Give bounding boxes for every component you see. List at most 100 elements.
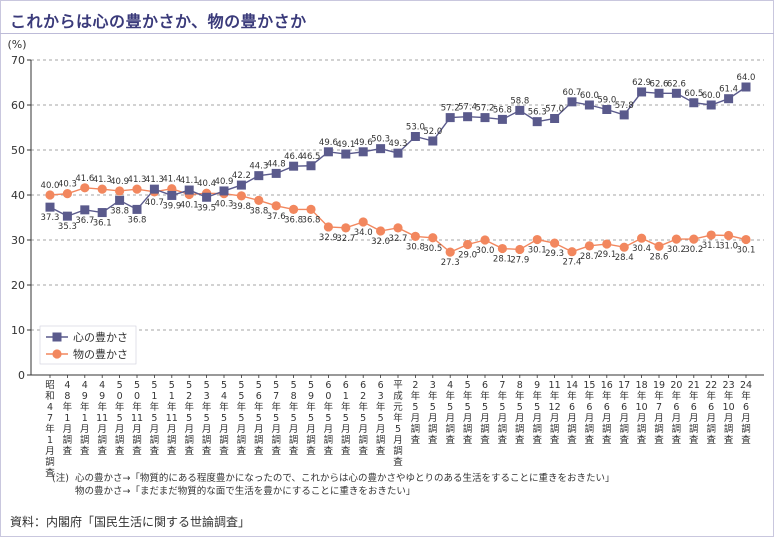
x-tick-label: 5 1 年 5 月調査: [150, 380, 160, 457]
point-material: [584, 241, 595, 251]
x-tick-label: 5 0 年 11 月調査: [131, 380, 143, 457]
data-label-material: 40.1: [180, 201, 199, 211]
point-material: [532, 234, 542, 245]
data-label-heart: 42.2: [232, 171, 251, 181]
legend-marker-material: [52, 349, 62, 359]
chart-title: これからは心の豊かさか、物の豊かさか: [10, 12, 307, 31]
data-label-material: 41.3: [93, 175, 112, 185]
data-label-material: 40.0: [41, 181, 60, 191]
point-heart: [289, 161, 299, 171]
point-heart: [376, 144, 386, 154]
data-label-material: 31.1: [702, 241, 721, 251]
data-label-material: 32.7: [389, 234, 408, 244]
data-label-material: 40.3: [58, 180, 77, 190]
point-material: [706, 230, 716, 240]
data-label-heart: 40.9: [215, 177, 234, 187]
data-label-heart: 38.8: [110, 206, 129, 216]
point-material: [62, 189, 72, 199]
data-label-material: 40.3: [215, 200, 234, 210]
data-label-material: 40.4: [197, 179, 216, 189]
y-tick-label-70: 70: [11, 54, 25, 67]
legend-marker-heart: [52, 332, 62, 342]
point-heart: [741, 82, 751, 92]
point-heart: [724, 94, 734, 104]
data-label-heart: 39.5: [197, 203, 216, 213]
point-heart: [637, 87, 647, 97]
point-material: [463, 239, 473, 250]
point-material: [132, 184, 142, 194]
x-tick-label: 昭和 4 7 年 1 月調査: [45, 380, 55, 479]
data-label-material: 30.0: [476, 246, 495, 256]
x-tick-label: 5 5 年 5 月調査: [237, 380, 247, 457]
data-label-material: 28.7: [580, 252, 599, 262]
point-heart: [445, 113, 455, 123]
point-material: [654, 241, 664, 251]
data-label-material: 39.8: [232, 202, 251, 212]
x-tick-label: 3 年 5 月調査: [428, 380, 438, 446]
data-label-material: 40.7: [145, 198, 164, 208]
data-label-material: 37.6: [267, 212, 286, 222]
data-label-heart: 60.5: [684, 89, 703, 99]
point-heart: [323, 147, 333, 157]
x-tick-label: 5 3 年 5 月調査: [202, 380, 212, 457]
x-tick-label: 6 2 年 5 月調査: [358, 380, 368, 457]
y-tick-label-60: 60: [11, 99, 25, 112]
y-tick-label-30: 30: [11, 234, 25, 247]
data-label-material: 29.3: [545, 249, 564, 259]
data-label-heart: 44.8: [267, 159, 286, 169]
point-heart: [671, 88, 681, 98]
point-material: [254, 195, 264, 205]
point-heart: [97, 208, 107, 218]
data-label-material: 30.8: [406, 242, 425, 252]
x-tick-label: 14 年 6 月調査: [566, 380, 578, 446]
point-heart: [689, 98, 699, 108]
y-tick-label-0: 0: [18, 369, 25, 382]
data-label-heart: 52.0: [423, 127, 442, 137]
point-heart: [236, 180, 246, 190]
data-label-heart: 36.8: [128, 215, 147, 225]
data-label-heart: 62.9: [632, 78, 651, 88]
point-heart: [550, 114, 560, 123]
data-label-heart: 49.1: [336, 140, 355, 150]
data-label-material: 30.2: [667, 245, 686, 255]
x-tick-label: 5 4 年 5 月調査: [219, 380, 229, 457]
x-tick-label: 5 年 5 月調査: [463, 380, 473, 446]
note-prefix: (注): [52, 473, 69, 484]
point-heart: [480, 113, 490, 123]
data-label-material: 32.0: [371, 237, 390, 247]
point-heart: [219, 186, 229, 196]
data-label-heart: 60.0: [580, 91, 599, 101]
x-tick-label: 23 年 10 月調査: [723, 380, 735, 446]
data-label-material: 28.4: [615, 253, 634, 263]
x-tick-label: 16 年 6 月調査: [601, 380, 613, 446]
data-label-material: 29.0: [458, 251, 477, 261]
point-heart: [532, 117, 542, 127]
data-label-heart: 57.0: [545, 105, 564, 115]
point-heart: [132, 204, 142, 214]
data-label-heart: 41.3: [145, 175, 164, 185]
data-label-heart: 56.8: [493, 105, 512, 115]
data-label-material: 41.4: [162, 175, 181, 185]
x-tick-label: 4 9 年 1 月調査: [80, 380, 90, 457]
data-label-material: 30.1: [737, 246, 756, 256]
data-label-material: 32.9: [319, 233, 338, 243]
data-label-heart: 60.7: [563, 88, 582, 98]
point-heart: [184, 185, 194, 195]
point-heart: [654, 88, 664, 98]
point-heart: [115, 195, 125, 205]
data-label-heart: 41.1: [180, 176, 199, 186]
x-tick-label: 6 3 年 5 月調査: [376, 380, 386, 457]
x-tick-label: 5 8 年 5 月調査: [289, 380, 299, 457]
data-label-heart: 46.5: [302, 152, 321, 162]
point-heart: [306, 161, 316, 171]
point-material: [497, 243, 507, 254]
data-label-heart: 39.9: [162, 201, 181, 211]
x-tick-label: 5 0 年 5 月調査: [115, 380, 125, 457]
legend-label-material: 物の豊かさ: [73, 347, 128, 361]
point-heart: [584, 100, 594, 110]
legend-label-heart: 心の豊かさ: [73, 331, 128, 344]
x-tick-label: 5 1 年 11 月調査: [166, 380, 178, 457]
point-material: [602, 239, 612, 249]
x-tick-label: 8 年 5 月調査: [515, 380, 525, 446]
data-label-heart: 57.4: [458, 103, 477, 113]
